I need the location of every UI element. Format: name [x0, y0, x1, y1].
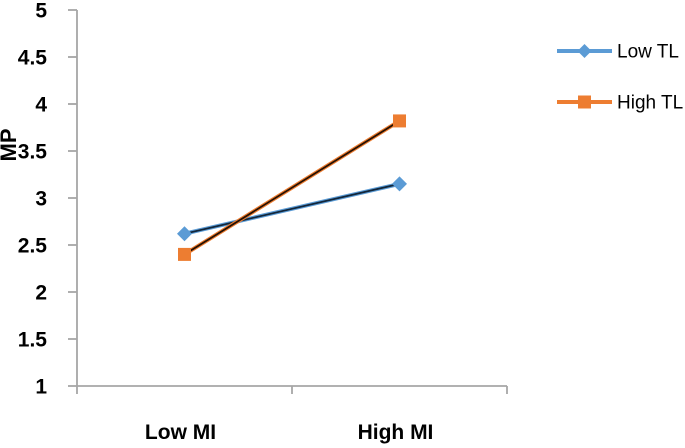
- y-tick-label: 5: [35, 0, 47, 23]
- legend-label: Low TL: [617, 42, 679, 63]
- legend-label: High TL: [617, 93, 683, 114]
- legend-square-marker: [578, 95, 591, 109]
- square-marker: [393, 114, 406, 128]
- diamond-marker: [392, 176, 407, 192]
- y-axis-title: MP: [0, 129, 21, 162]
- y-tick-label: 3: [35, 188, 47, 211]
- y-tick-label: 1.5: [18, 329, 48, 352]
- y-tick-label: 3.5: [18, 141, 48, 164]
- x-category-label: High MI: [358, 421, 434, 444]
- y-tick-label: 1: [35, 376, 47, 399]
- y-tick-label: 2.5: [18, 235, 48, 258]
- series-trendline-high-tl: [184, 120, 400, 256]
- y-tick-label: 4: [35, 94, 47, 117]
- legend-diamond-marker: [577, 44, 592, 58]
- series-trendline-low-tl: [184, 183, 400, 235]
- y-tick-label: 2: [35, 282, 47, 305]
- x-category-label: Low MI: [145, 421, 216, 444]
- y-tick-label: 4.5: [18, 47, 48, 70]
- diamond-marker: [177, 226, 192, 242]
- square-marker: [178, 247, 191, 261]
